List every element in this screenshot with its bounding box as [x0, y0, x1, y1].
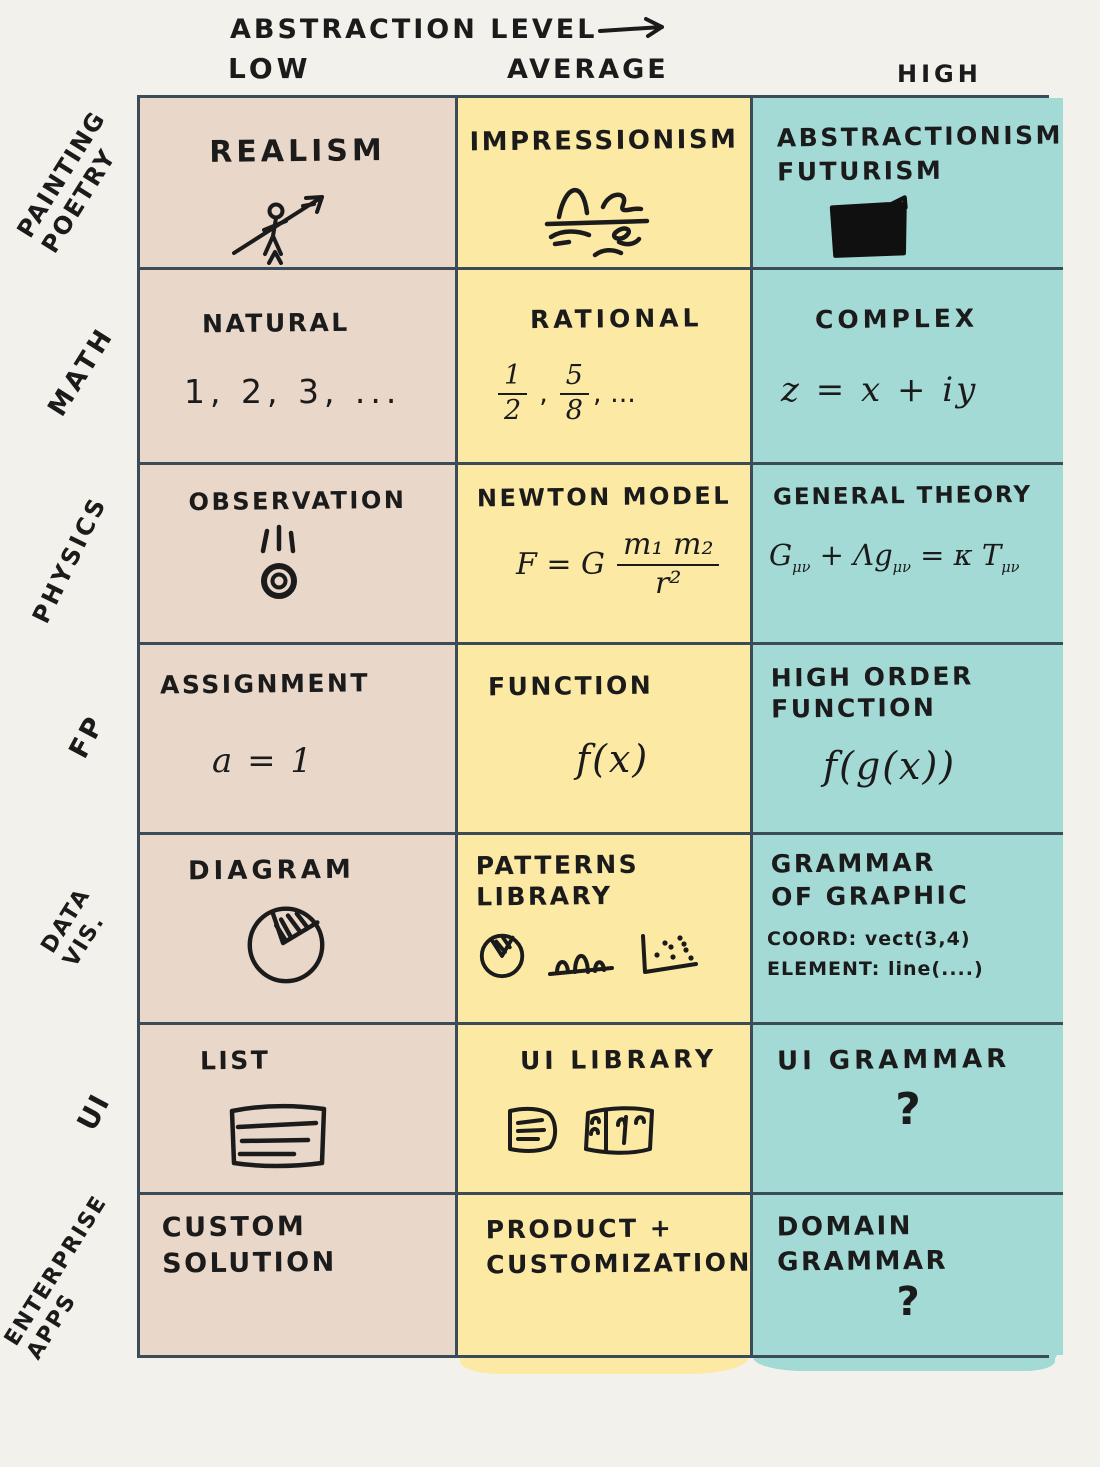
cell-enterprise-low: CUSTOM SOLUTION — [140, 1195, 458, 1355]
ui-widget-icons-row — [500, 1101, 750, 1159]
row-label-painting-poetry: PAINTING POETRY — [11, 105, 122, 258]
pie-chart-icon — [247, 906, 325, 984]
cell-ui-average: UI LIBRARY — [458, 1025, 753, 1195]
question-mark: ? — [895, 1084, 921, 1136]
newton-gravity-formula: F = G m₁ m₂ r² — [516, 529, 750, 599]
cell-math-high: COMPLEX z = x + iy — [753, 270, 1064, 465]
cell-painting-low: REALISM — [140, 98, 458, 270]
cell-math-low: NATURAL 1, 2, 3, ... — [140, 270, 458, 465]
grammar-coord-line: COORD: vect(3,4) — [767, 928, 971, 950]
cell-title: NEWTON MODEL — [476, 481, 732, 513]
cell-title: IMPRESSIONISM — [469, 124, 739, 158]
formula-lhs: F = G — [516, 546, 605, 582]
cell-title: GRAMMAR OF GRAPHIC — [770, 847, 970, 912]
cell-fp-average: FUNCTION f(x) — [458, 645, 753, 835]
cell-physics-high: GENERAL THEORY Gμν + Λgμν = κ Tμν — [753, 465, 1064, 645]
cell-enterprise-average: PRODUCT + CUSTOMIZATIONS — [458, 1195, 773, 1355]
complex-number-formula: z = x + iy — [781, 369, 979, 410]
formula-fraction: m₁ m₂ r² — [617, 529, 720, 601]
fraction-five-eighths: 5 8 — [559, 361, 589, 427]
subscript: μν — [892, 559, 911, 576]
cell-title: ABSTRACTIONISM FUTURISM — [776, 120, 1064, 187]
cell-datavis-high: GRAMMAR OF GRAPHIC COORD: vect(3,4) ELEM… — [753, 835, 1064, 1025]
term: G — [769, 538, 793, 573]
chart-icons-row — [476, 928, 750, 980]
cell-title: PATTERNS LIBRARY — [475, 849, 640, 912]
cell-title: ASSIGNMENT — [159, 668, 371, 700]
falling-apple-icon — [260, 525, 297, 600]
cell-title: COMPLEX — [814, 303, 979, 335]
cell-title: HIGH ORDER FUNCTION — [770, 661, 974, 724]
cell-title: UI GRAMMAR — [776, 1044, 1011, 1077]
cell-title: LIST — [199, 1045, 271, 1076]
cell-title: RATIONAL — [529, 303, 703, 335]
row-label-math: MATH — [42, 321, 121, 422]
cell-title: UI LIBRARY — [519, 1044, 718, 1076]
pie-chart-small-icon — [479, 933, 525, 978]
subscript: μν — [792, 559, 811, 576]
cell-title: FUNCTION — [487, 670, 654, 702]
cell-title: DIAGRAM — [187, 854, 355, 887]
cell-title: PRODUCT + CUSTOMIZATIONS — [485, 1213, 773, 1280]
term: = κ T — [910, 538, 1002, 573]
axis-title: ABSTRACTION LEVEL — [230, 14, 598, 45]
row-label-data-vis: DATA VIS. — [36, 883, 111, 972]
function-expression: f(x) — [576, 736, 650, 781]
abstraction-table: REALISM IMPRESSIONISM — [137, 95, 1064, 1358]
bar-chart-small-icon — [548, 953, 614, 976]
denominator: r² — [655, 565, 682, 601]
column-header-low: LOW — [228, 52, 312, 85]
denominator: 2 — [504, 395, 522, 427]
question-mark: ? — [896, 1279, 920, 1326]
stick-figure-hunter-icon — [231, 194, 324, 265]
higher-order-function-expression: f(g(x)) — [823, 743, 957, 788]
cell-datavis-low: DIAGRAM — [140, 835, 458, 1025]
row-label-enterprise-apps: ENTERPRISE APPS — [0, 1190, 113, 1365]
separator: , — [539, 378, 548, 410]
cell-fp-low: ASSIGNMENT a = 1 — [140, 645, 458, 835]
right-arrow-icon — [598, 17, 664, 38]
cell-ui-low: LIST — [140, 1025, 458, 1195]
cell-datavis-average: PATTERNS LIBRARY — [458, 835, 753, 1025]
rational-numbers: 1 2 , 5 8 , ... — [498, 361, 750, 427]
numerator: 1 — [498, 361, 528, 396]
tile-grid-widget-icon — [584, 1105, 654, 1155]
column-header-high: HIGH — [897, 60, 982, 88]
cell-title: GENERAL THEORY — [772, 481, 1033, 511]
cell-enterprise-high: DOMAIN GRAMMAR ? — [753, 1195, 1064, 1355]
scatter-plot-small-icon — [641, 933, 698, 974]
cell-title: NATURAL — [201, 307, 350, 339]
cell-ui-high: UI GRAMMAR ? — [753, 1025, 1064, 1195]
cell-title: REALISM — [209, 133, 386, 170]
cell-physics-average: NEWTON MODEL F = G m₁ m₂ r² — [458, 465, 753, 645]
subscript: μν — [1001, 559, 1020, 576]
natural-numbers: 1, 2, 3, ... — [184, 371, 402, 411]
denominator: 8 — [565, 395, 583, 427]
list-widget-icon — [508, 1106, 557, 1153]
cell-painting-average: IMPRESSIONISM — [458, 98, 753, 270]
cell-painting-high: ABSTRACTIONISM FUTURISM — [753, 98, 1064, 270]
cell-title: CUSTOM SOLUTION — [161, 1211, 337, 1280]
column-header-average: AVERAGE — [507, 54, 669, 85]
row-label-ui: UI — [70, 1087, 118, 1137]
einstein-field-equation: Gμν + Λgμν = κ Tμν — [769, 538, 1063, 576]
fraction-one-half: 1 2 — [498, 361, 528, 427]
row-label-physics: PHYSICS — [26, 491, 113, 628]
black-square-icon — [829, 194, 908, 258]
term: + Λg — [810, 538, 893, 573]
ellipsis: , ... — [592, 378, 636, 410]
impressionist-landscape-icon — [544, 188, 650, 258]
cell-fp-high: HIGH ORDER FUNCTION f(g(x)) — [753, 645, 1064, 835]
numerator: 5 — [559, 361, 589, 396]
numerator: m₁ m₂ — [617, 529, 720, 566]
cell-title: DOMAIN GRAMMAR — [776, 1211, 949, 1278]
list-icon — [229, 1103, 327, 1168]
yellow-paint-overflow — [460, 1353, 748, 1374]
grammar-element-line: ELEMENT: line(....) — [767, 958, 984, 981]
cell-physics-low: OBSERVATION — [140, 465, 458, 645]
row-label-fp: FP — [63, 709, 112, 764]
cell-math-average: RATIONAL 1 2 , 5 8 , ... — [458, 270, 753, 465]
cell-title: OBSERVATION — [188, 485, 407, 517]
assignment-expression: a = 1 — [212, 740, 315, 781]
